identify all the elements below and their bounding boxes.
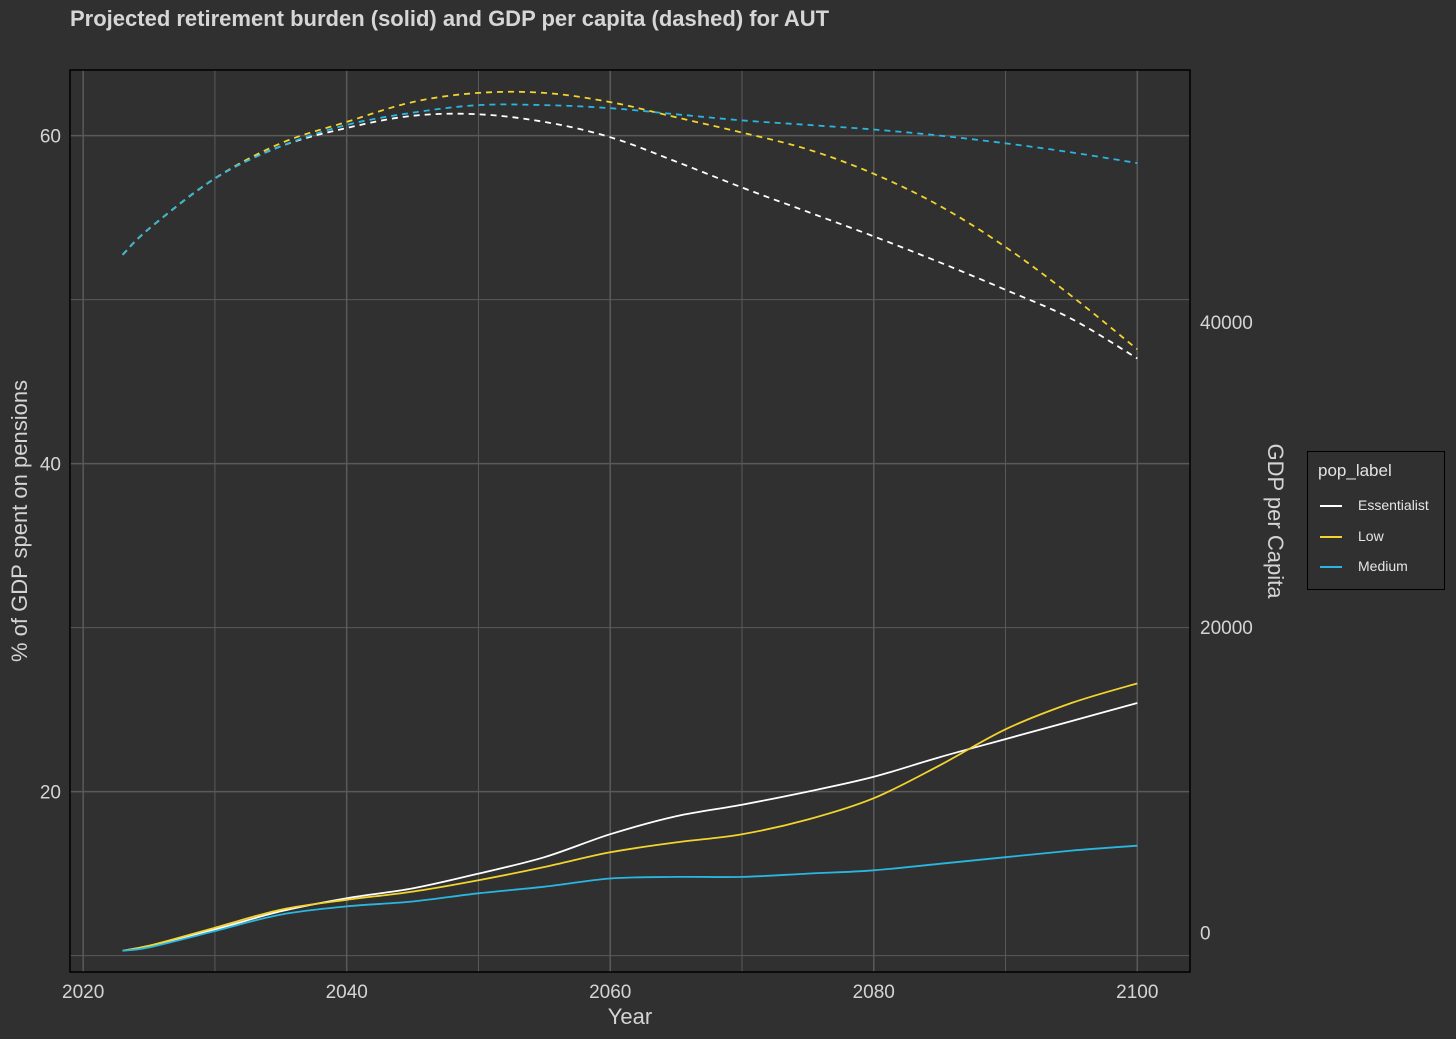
legend-item-low: Low <box>1320 527 1444 547</box>
legend-item-essentialist: Essentialist <box>1320 496 1444 516</box>
x-tick-label: 2040 <box>326 982 368 1003</box>
legend-item-medium: Medium <box>1320 557 1444 577</box>
x-tick-label: 2060 <box>589 982 631 1003</box>
y-axis-title: % of GDP spent on pensions <box>7 380 32 662</box>
legend-swatch-medium <box>1320 566 1342 568</box>
pension-line-essentialist <box>122 702 1138 952</box>
gdp-line-medium <box>122 103 1138 256</box>
y2-tick-label: 40000 <box>1200 313 1253 334</box>
chart-title: Projected retirement burden (solid) and … <box>70 6 830 31</box>
pension-line-low <box>122 682 1138 952</box>
y2-tick-label: 0 <box>1200 923 1211 944</box>
x-tick-label: 2080 <box>853 982 895 1003</box>
y-tick-label: 20 <box>40 783 61 804</box>
legend-swatch-essentialist <box>1320 505 1342 507</box>
legend-title: pop_label <box>1318 461 1392 480</box>
legend-label-medium: Medium <box>1358 558 1408 574</box>
x-axis-title: Year <box>608 1004 652 1029</box>
legend-swatch-low <box>1320 536 1342 538</box>
x-tick-label: 2020 <box>62 982 104 1003</box>
x-tick-label: 2100 <box>1116 982 1158 1003</box>
gdp-line-essentialist <box>122 112 1138 360</box>
y2-tick-label: 20000 <box>1200 618 1253 639</box>
y2-axis-title: GDP per Capita <box>1263 444 1288 600</box>
pension-line-medium <box>122 844 1138 952</box>
y-tick-label: 60 <box>40 127 61 148</box>
gdp-line-low <box>122 90 1138 350</box>
legend-label-essentialist: Essentialist <box>1358 497 1429 513</box>
plot-panel-border <box>69 69 1191 973</box>
legend: pop_label Essentialist Low Medium <box>1307 451 1445 590</box>
y-tick-label: 40 <box>40 455 61 476</box>
legend-label-low: Low <box>1358 528 1384 544</box>
